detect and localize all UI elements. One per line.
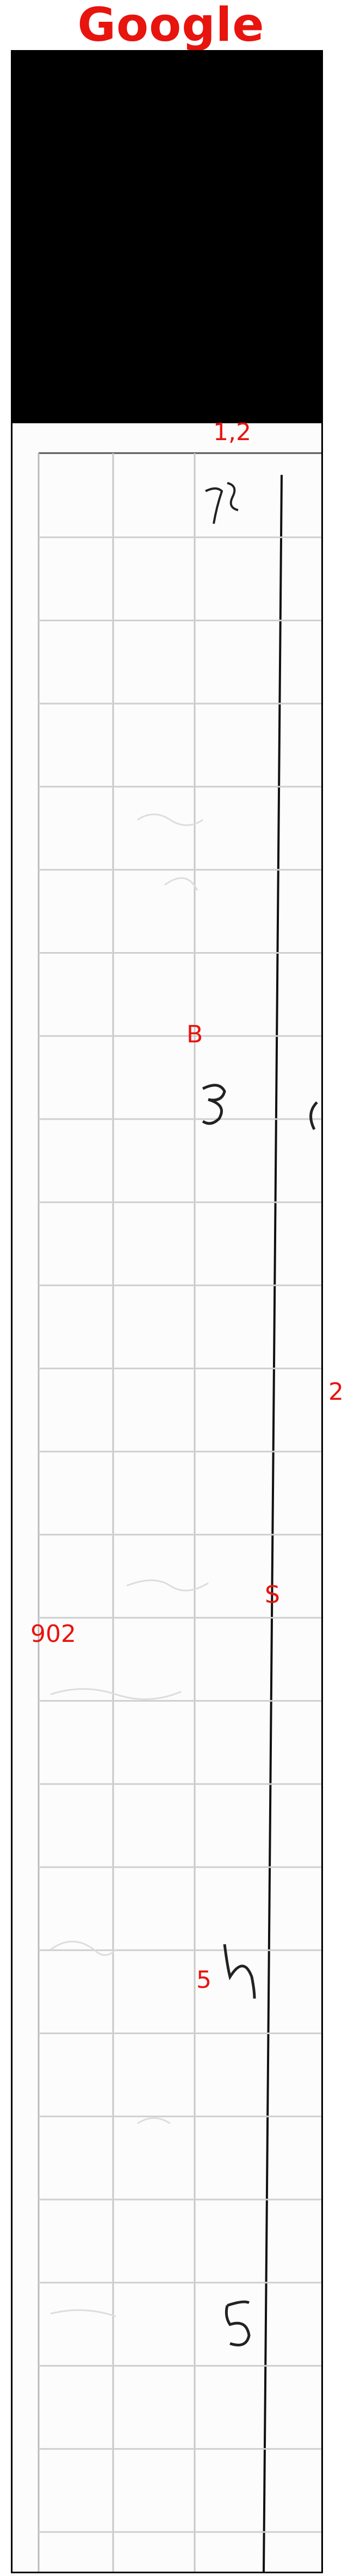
annotation-label-1: 1,2 xyxy=(213,418,251,446)
header: Google xyxy=(0,0,342,50)
annotation-label-5: S xyxy=(265,1581,280,1609)
scanned-sheet xyxy=(13,423,321,2572)
annotation-label-2: B xyxy=(186,1021,203,1048)
brand-logo-text: Google xyxy=(77,0,265,52)
annotation-label-6: 5 xyxy=(196,1966,212,1994)
redacted-black-panel xyxy=(13,52,321,423)
annotation-label-3: 2 xyxy=(328,1378,342,1406)
annotation-label-4: 902 xyxy=(30,1620,76,1648)
document-frame xyxy=(11,50,323,2573)
grid-lines xyxy=(38,452,321,2572)
